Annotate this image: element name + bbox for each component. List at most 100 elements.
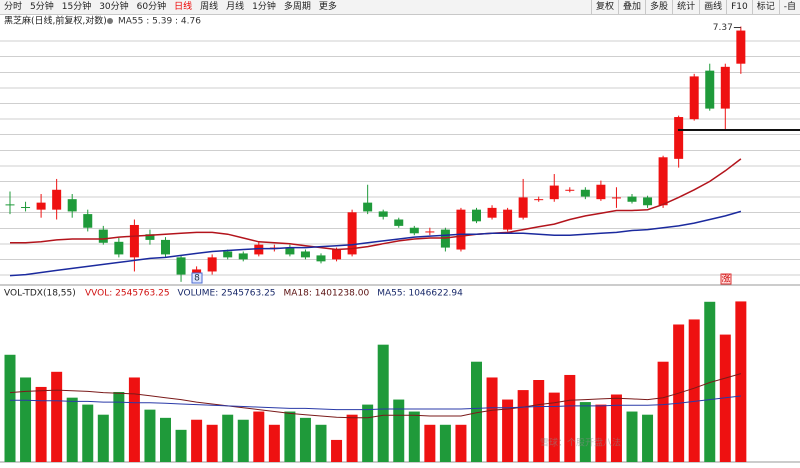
chart-title: 黑芝麻(日线,前复权,对数) [4,15,107,27]
volume-bar [113,391,125,462]
toolbar-button[interactable]: 周线 [200,2,219,12]
candle-body [207,257,217,272]
volume-bar [533,380,545,462]
period-tabs: 分时 5分钟 15分钟 30分钟 60分钟 日线 周线 月线 1分钟 多周期 更多 [0,0,341,14]
toolbar-button[interactable]: 标记 [751,0,779,14]
volume-bar [222,414,234,462]
candle-body [254,244,264,255]
toolbar-button[interactable]: 月线 [226,2,245,12]
candle-body [596,184,606,200]
candle-body [503,209,513,230]
volume-bar [579,402,591,462]
candle-body [332,249,342,260]
toolbar-button[interactable]: 统计 [672,0,699,14]
volume-bar [719,334,731,462]
volume-bar [486,377,498,462]
volume-bar [315,424,327,462]
volume-bar [502,399,514,462]
legend-text: VOLUME: 2545763.25 [178,289,276,299]
toolbar-button[interactable]: 日线 [174,2,193,12]
volume-bar [346,414,358,462]
panel-title: VOL-TDX(18,55) [4,289,76,299]
tool-buttons: 复权 叠加 多股 统计 画线 F10 标记 -自 [591,0,800,14]
candle-body [549,185,559,200]
volume-bar [455,424,467,462]
legend-icon [107,18,113,24]
volume-bar [735,301,747,462]
candle-body [456,209,466,250]
candle-body [658,157,668,206]
toolbar-button[interactable]: 复权 [591,0,618,14]
candle-body [145,234,155,240]
candle-body [285,247,295,255]
volume-bar [424,424,436,462]
candle-body [425,231,435,233]
toolbar-button[interactable]: 30分钟 [99,2,129,12]
candle-body [720,66,730,109]
candle-body [300,251,310,258]
candle-body [472,209,481,222]
volume-bar [299,417,311,462]
volume-bar [471,361,482,462]
candle-body [83,214,93,228]
toolbar-button[interactable]: 5分钟 [30,2,54,12]
candle-body [161,239,170,255]
candle-body [534,199,544,201]
volume-bar [517,390,529,462]
toolbar-button[interactable]: -自 [778,0,800,14]
volume-bar [564,374,576,462]
legend-text: VVOL: 2545763.25 [85,289,170,299]
toolbar: 分时 5分钟 15分钟 30分钟 60分钟 日线 周线 月线 1分钟 多周期 更多 复权 叠加 多股 统计… [0,0,800,15]
candle-body [129,224,139,258]
volume-bar [657,361,669,462]
volume-bar [393,399,405,462]
volume-bar [377,344,389,462]
toolbar-button[interactable]: 15分钟 [61,2,92,12]
toolbar-button[interactable]: 多股 [645,0,672,14]
candle-body [378,211,388,217]
volume-bar [175,429,187,462]
volume-bar [144,409,156,462]
volume-bar [51,371,63,462]
volume-bar [20,377,32,462]
candle-body [518,197,528,218]
volume-bar [595,404,607,462]
toolbar-button[interactable]: 分时 [4,2,23,12]
candle-body [176,257,186,275]
candle-body [689,76,699,120]
toolbar-button[interactable]: 1分钟 [252,2,276,12]
toolbar-button[interactable]: 更多 [318,2,337,12]
ma-line [10,158,742,251]
legend-text: MA18: 1401238.00 [284,289,370,299]
toolbar-button[interactable]: 60分钟 [136,2,167,12]
volume-bar [4,354,16,462]
volume-bar [128,377,140,462]
volume-ma-line [10,395,741,411]
candle-body [643,197,653,206]
candle-body [580,189,590,197]
volume-bar [610,394,622,462]
candle-body [736,30,746,64]
candle-body [394,219,404,226]
toolbar-button[interactable]: 画线 [699,0,726,14]
high-label: 7.37 [713,23,733,33]
toolbar-button[interactable]: 叠加 [618,0,645,14]
volume-bar [191,419,203,462]
marker-box [191,272,203,284]
marker-box [720,273,732,285]
volume-bar [688,319,700,462]
volume-bar [82,404,94,462]
volume-bar [66,397,78,462]
volume-bar [362,404,374,462]
volume-bar [704,301,716,462]
marker: 8 [194,274,200,284]
candle-body [487,207,497,218]
toolbar-button[interactable]: F10 [726,0,752,14]
toolbar-button[interactable]: 多周期 [283,2,311,12]
candle-body [114,241,124,255]
volume-bar [408,411,420,462]
watermark: 雪球：个股开盘八法 [540,437,621,449]
candle-body [21,207,31,209]
volume-bar [439,424,451,462]
